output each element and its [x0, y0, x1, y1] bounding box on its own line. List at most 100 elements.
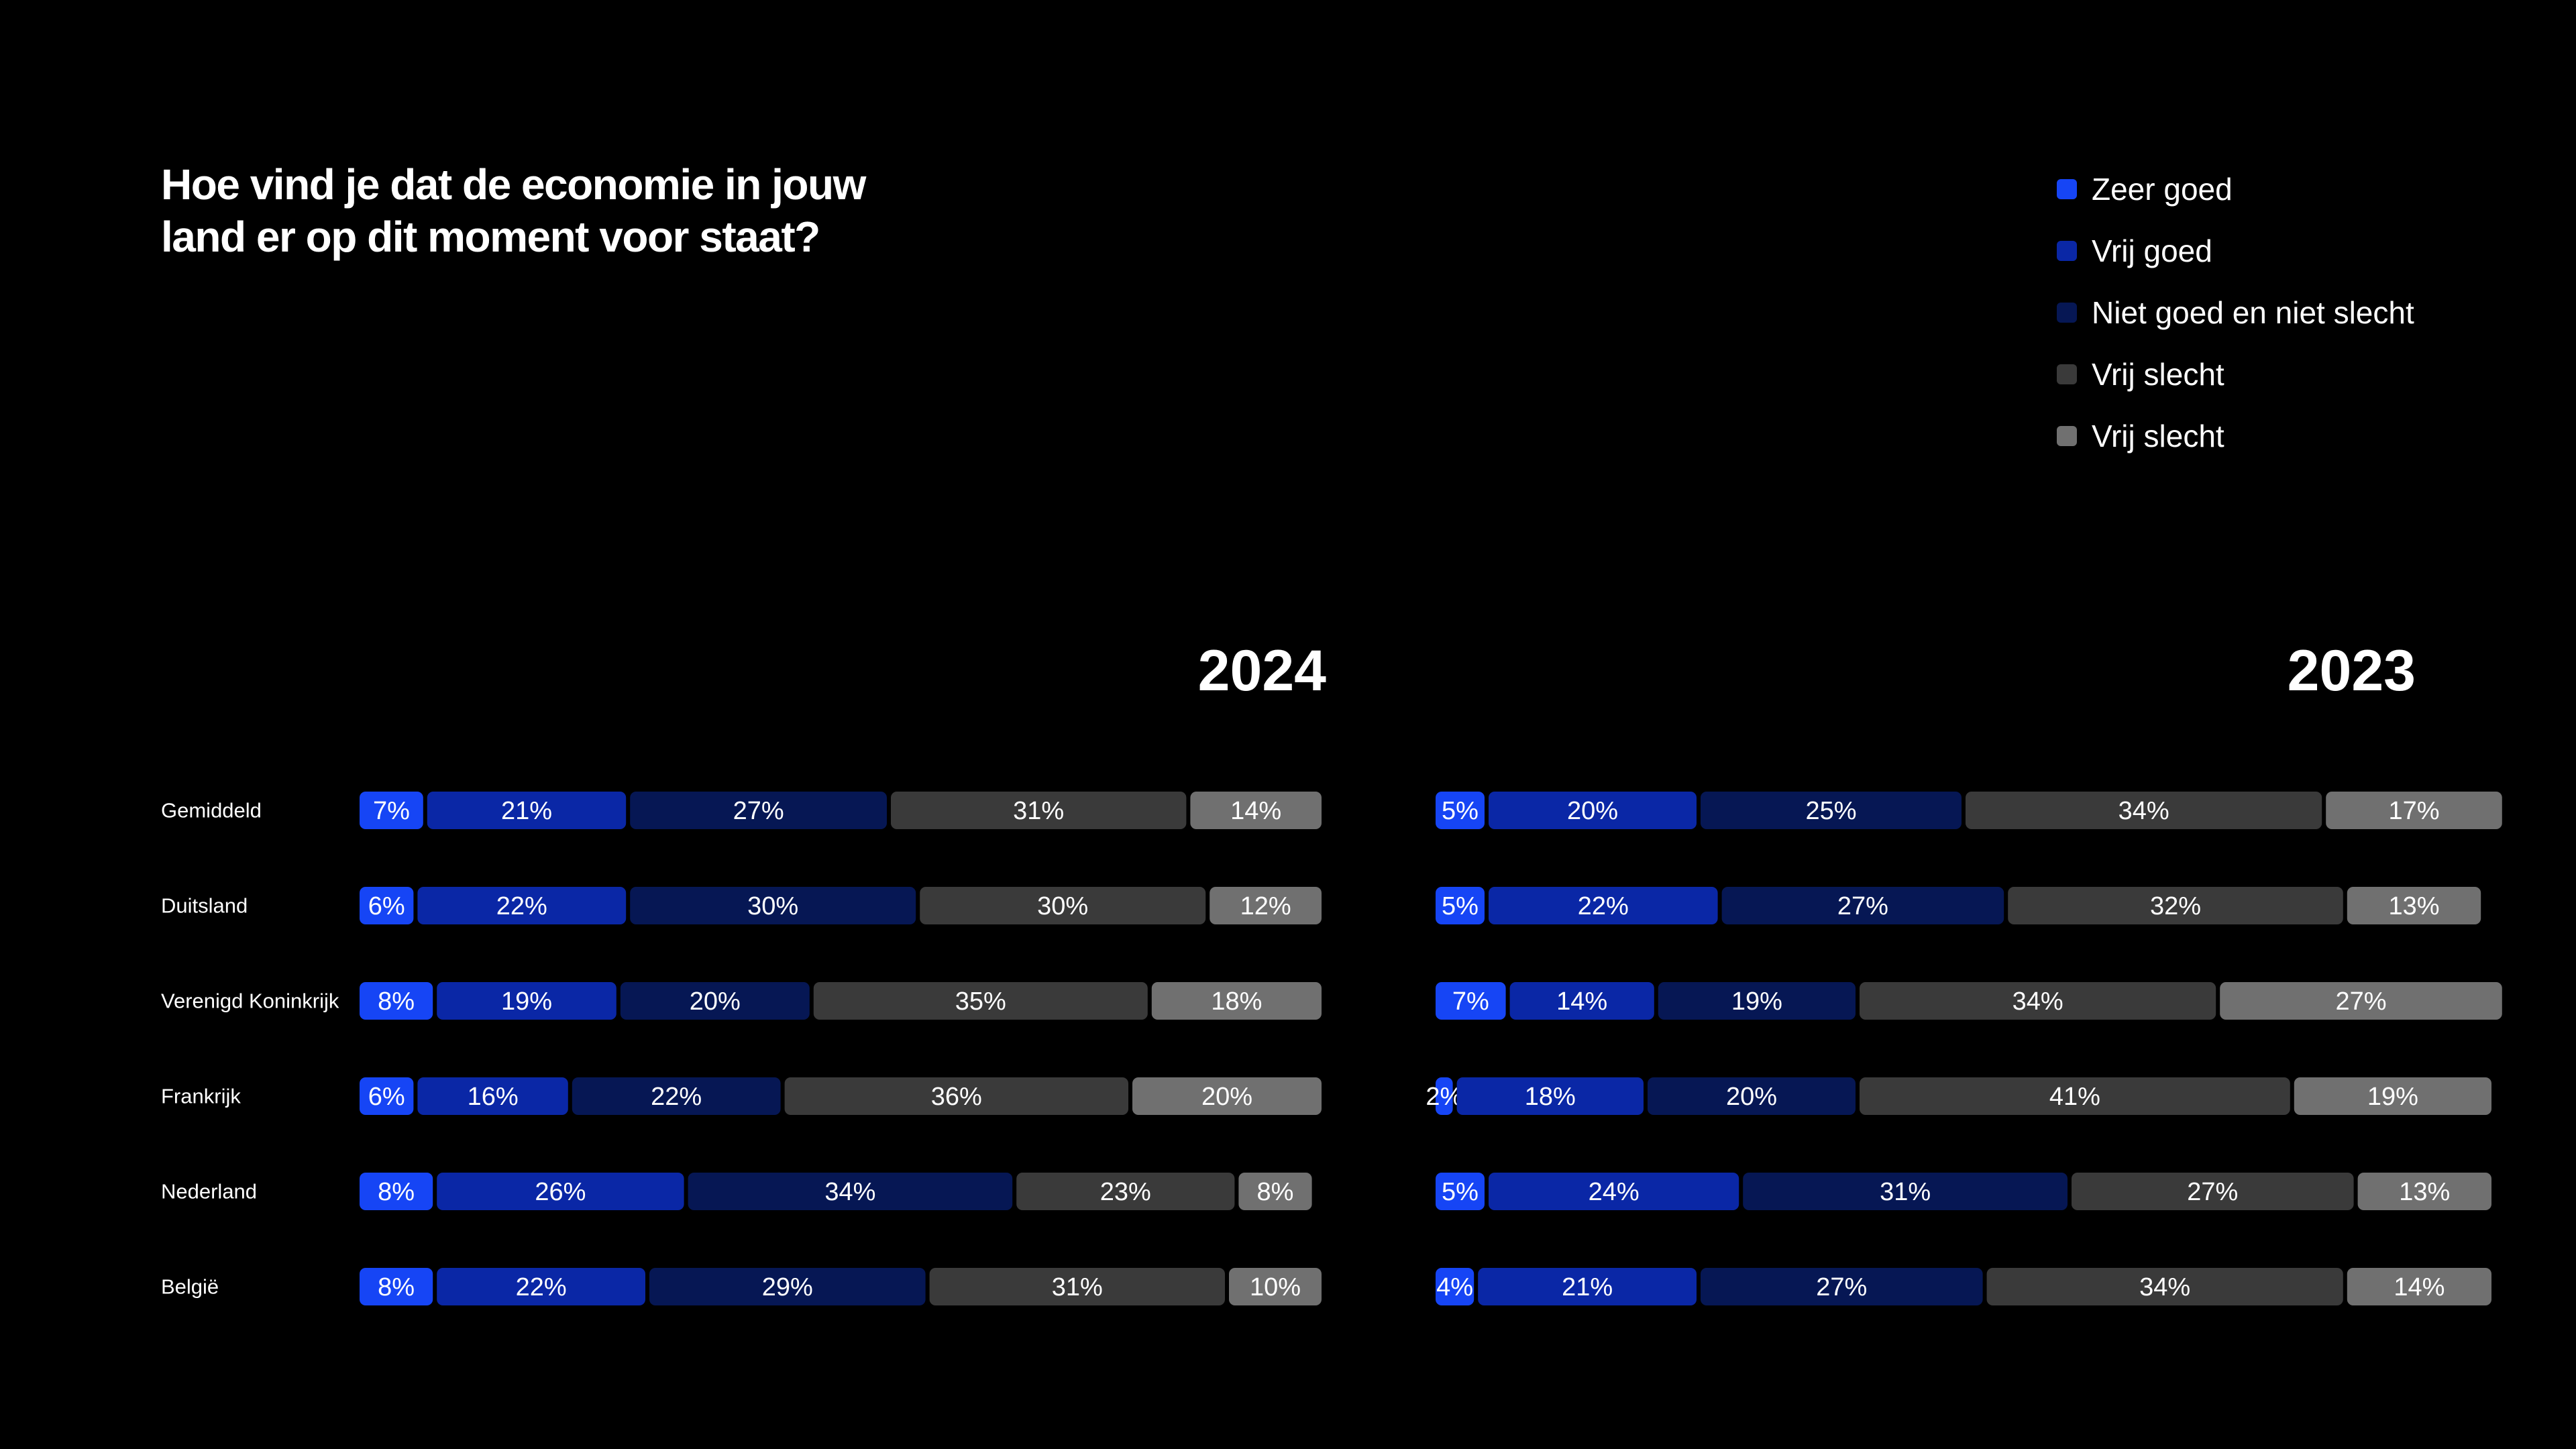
bar-segment-2023-nederland-3 — [2072, 1173, 2354, 1210]
data-label-2023-verenigd-koninkrijk-3: 34% — [2012, 987, 2063, 1016]
data-label-2024-duitsland-3: 30% — [1037, 892, 1088, 920]
panel-title-2024: 2024 — [1197, 639, 1326, 703]
data-label-2024-gemiddeld-4: 14% — [1230, 797, 1281, 825]
data-label-2023-frankrijk-1: 18% — [1525, 1083, 1576, 1111]
bar-segment-2024-duitsland-4 — [1210, 887, 1322, 924]
data-label-2023-verenigd-koninkrijk-2: 19% — [1731, 987, 1782, 1016]
bar-segment-2024-verenigd-koninkrijk-0 — [360, 982, 433, 1020]
bar-segment-2024-belgie-2 — [649, 1268, 926, 1305]
bar-segment-2024-duitsland-3 — [920, 887, 1206, 924]
data-label-2024-duitsland-0: 6% — [368, 892, 405, 920]
data-label-2024-frankrijk-4: 20% — [1201, 1083, 1252, 1111]
country-label-verenigd-koninkrijk: Verenigd Koninkrijk — [161, 989, 339, 1013]
bar-segment-2024-belgie-1 — [437, 1268, 645, 1305]
bar-segment-2023-frankrijk-1 — [1456, 1077, 1644, 1115]
title-line-2: land er op dit moment voor staat? — [161, 213, 820, 261]
data-label-2023-belgie-3: 34% — [2139, 1273, 2190, 1301]
bar-segment-2024-belgie-0 — [360, 1268, 433, 1305]
bar-segment-2023-gemiddeld-3 — [1966, 792, 2322, 829]
title-line-1: Hoe vind je dat de economie in jouw — [161, 160, 866, 209]
legend-item-vrij-slecht: Vrij slecht — [2057, 343, 2414, 405]
data-label-2023-gemiddeld-1: 20% — [1567, 797, 1618, 825]
legend-label: Vrij slecht — [2092, 419, 2224, 453]
bar-segment-2023-verenigd-koninkrijk-0 — [1436, 982, 1506, 1020]
data-label-2023-nederland-1: 24% — [1589, 1178, 1640, 1206]
data-label-2023-duitsland-0: 5% — [1442, 892, 1479, 920]
legend-label: Vrij slecht — [2092, 357, 2224, 392]
bar-segment-2023-nederland-1 — [1489, 1173, 1739, 1210]
data-label-2023-gemiddeld-3: 34% — [2118, 797, 2169, 825]
data-label-2023-frankrijk-2: 20% — [1726, 1083, 1777, 1111]
bar-segment-2023-nederland-2 — [1743, 1173, 2068, 1210]
bar-segment-2024-duitsland-1 — [417, 887, 627, 924]
data-label-2023-verenigd-koninkrijk-1: 14% — [1556, 987, 1607, 1016]
bar-segment-2023-frankrijk-0 — [1436, 1077, 1453, 1115]
bar-segment-2024-gemiddeld-4 — [1190, 792, 1322, 829]
bar-segment-2023-belgie-4 — [2347, 1268, 2491, 1305]
bar-segment-2024-gemiddeld-0 — [360, 792, 423, 829]
bar-segment-2024-nederland-0 — [360, 1173, 433, 1210]
data-label-2024-duitsland-2: 30% — [747, 892, 798, 920]
data-label-2024-gemiddeld-2: 27% — [733, 797, 784, 825]
data-label-2024-frankrijk-1: 16% — [468, 1083, 519, 1111]
bar-segment-2023-frankrijk-3 — [1860, 1077, 2290, 1115]
bar-segment-2024-gemiddeld-1 — [427, 792, 627, 829]
legend-item-vrij-goed: Vrij goed — [2057, 220, 2414, 282]
bar-segment-2023-duitsland-0 — [1436, 887, 1485, 924]
data-label-2024-nederland-3: 23% — [1100, 1178, 1151, 1206]
bar-segment-2023-duitsland-2 — [1721, 887, 2004, 924]
data-label-2024-nederland-2: 34% — [824, 1178, 875, 1206]
bar-segment-2023-verenigd-koninkrijk-4 — [2220, 982, 2502, 1020]
data-label-2023-gemiddeld-4: 17% — [2388, 797, 2439, 825]
data-label-2023-duitsland-3: 32% — [2150, 892, 2201, 920]
data-label-2023-gemiddeld-2: 25% — [1805, 797, 1856, 825]
data-label-2024-belgie-4: 10% — [1250, 1273, 1301, 1301]
data-label-2024-verenigd-koninkrijk-4: 18% — [1211, 987, 1262, 1016]
bar-segment-2023-belgie-1 — [1478, 1268, 1697, 1305]
data-label-2023-nederland-4: 13% — [2399, 1178, 2450, 1206]
legend-label: Niet goed en niet slecht — [2092, 295, 2414, 330]
bar-segment-2024-duitsland-2 — [630, 887, 916, 924]
legend-label: Vrij goed — [2092, 233, 2212, 268]
bar-segment-2024-duitsland-0 — [360, 887, 414, 924]
bar-segment-2024-frankrijk-4 — [1132, 1077, 1322, 1115]
data-label-2023-duitsland-1: 22% — [1578, 892, 1629, 920]
data-label-2023-nederland-0: 5% — [1442, 1178, 1479, 1206]
bar-segment-2024-verenigd-koninkrijk-1 — [437, 982, 616, 1020]
data-label-2023-belgie-0: 4% — [1436, 1273, 1473, 1301]
data-label-2023-verenigd-koninkrijk-4: 27% — [2335, 987, 2386, 1016]
chart-title: Hoe vind je dat de economie in jouw land… — [161, 158, 912, 263]
data-label-2024-duitsland-1: 22% — [496, 892, 547, 920]
data-label-2024-frankrijk-2: 22% — [651, 1083, 702, 1111]
bar-segment-2024-verenigd-koninkrijk-3 — [813, 982, 1148, 1020]
bar-segment-2024-frankrijk-1 — [417, 1077, 568, 1115]
bar-segment-2024-belgie-3 — [929, 1268, 1225, 1305]
data-label-2023-nederland-3: 27% — [2187, 1178, 2238, 1206]
bar-segment-2023-belgie-0 — [1436, 1268, 1474, 1305]
data-label-2024-nederland-4: 8% — [1257, 1178, 1294, 1206]
legend-label: Zeer goed — [2092, 172, 2233, 207]
bar-segment-2024-verenigd-koninkrijk-2 — [620, 982, 810, 1020]
data-label-2023-frankrijk-3: 41% — [2049, 1083, 2100, 1111]
data-label-2024-verenigd-koninkrijk-0: 8% — [378, 987, 415, 1016]
data-label-2024-verenigd-koninkrijk-3: 35% — [955, 987, 1006, 1016]
data-label-2023-frankrijk-0: 2% — [1426, 1083, 1462, 1111]
bar-segment-2023-belgie-2 — [1701, 1268, 1983, 1305]
data-label-2024-belgie-0: 8% — [378, 1273, 415, 1301]
country-label-belgie: België — [161, 1275, 219, 1299]
legend-swatch — [2057, 364, 2077, 384]
legend: Zeer goed Vrij goed Niet goed en niet sl… — [2057, 158, 2414, 467]
bar-segment-2023-belgie-3 — [1986, 1268, 2343, 1305]
bar-segment-2023-verenigd-koninkrijk-1 — [1509, 982, 1654, 1020]
bar-segment-2023-verenigd-koninkrijk-2 — [1658, 982, 1856, 1020]
bar-segment-2024-nederland-1 — [437, 1173, 684, 1210]
bar-segment-2024-nederland-3 — [1016, 1173, 1235, 1210]
data-label-2024-verenigd-koninkrijk-2: 20% — [690, 987, 741, 1016]
panel-title-2023: 2023 — [2287, 639, 2416, 703]
data-label-2024-duitsland-4: 12% — [1240, 892, 1291, 920]
data-label-2024-gemiddeld-1: 21% — [501, 797, 552, 825]
bar-segment-2024-nederland-4 — [1238, 1173, 1312, 1210]
data-label-2023-frankrijk-4: 19% — [2367, 1083, 2418, 1111]
bar-segment-2023-gemiddeld-2 — [1701, 792, 1962, 829]
